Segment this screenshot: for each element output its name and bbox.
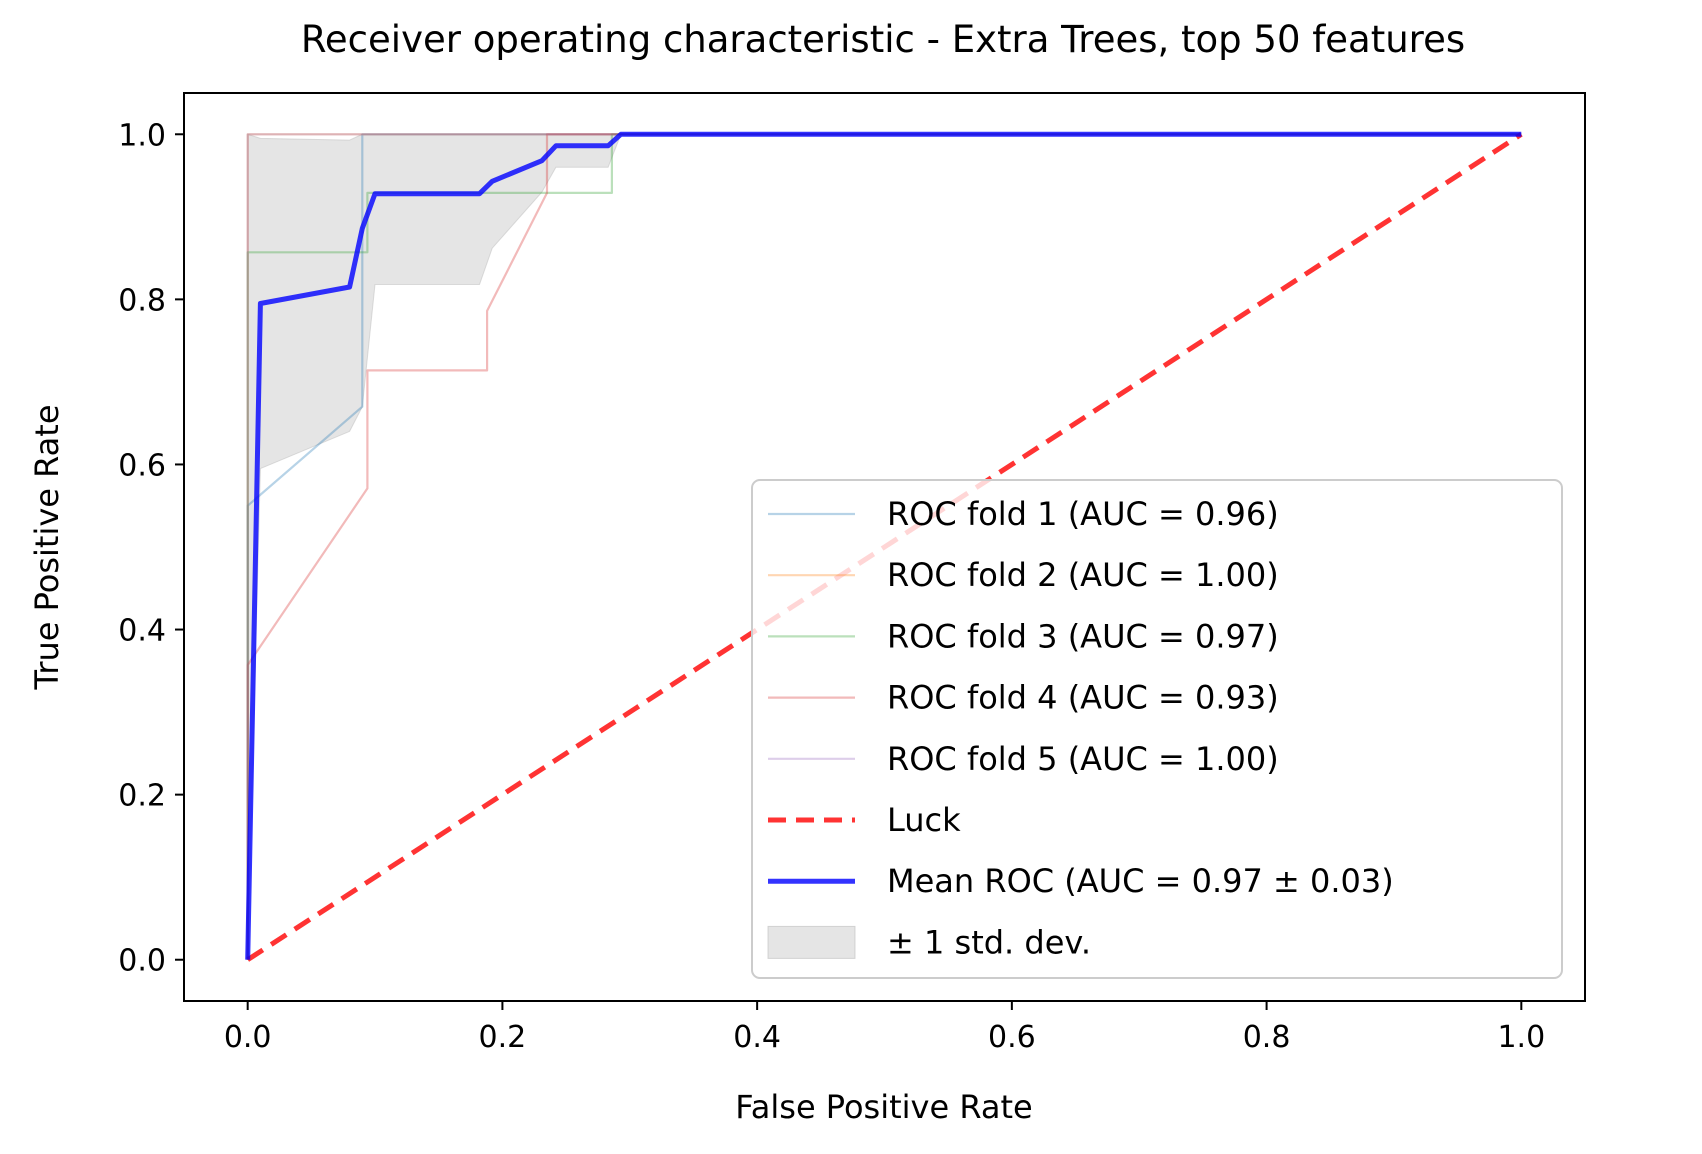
legend-swatch <box>767 925 856 959</box>
chart-title: Receiver operating characteristic - Extr… <box>301 18 1465 61</box>
legend-label: ROC fold 5 (AUC = 1.00) <box>887 740 1279 778</box>
y-tick-label: 0.4 <box>118 614 166 649</box>
legend-box <box>751 479 1563 979</box>
x-axis-label: False Positive Rate <box>735 1088 1032 1126</box>
y-tick-label: 1.0 <box>118 118 166 153</box>
legend-label: ROC fold 1 (AUC = 0.96) <box>887 495 1279 533</box>
legend-item-luck: Luck <box>768 801 961 839</box>
y-tick-label: 0.2 <box>118 779 166 814</box>
y-tick-label: 0.0 <box>118 944 166 979</box>
legend-label: Mean ROC (AUC = 0.97 ± 0.03) <box>887 862 1394 900</box>
legend-label: ROC fold 3 (AUC = 0.97) <box>887 617 1279 655</box>
x-axis-ticks: 0.0 0.2 0.4 0.6 0.8 1.0 <box>224 1001 1545 1055</box>
x-tick-label: 0.6 <box>988 1020 1036 1055</box>
x-tick-label: 0.8 <box>1243 1020 1291 1055</box>
legend-item-roc-fold-2-auc-1-00: ROC fold 2 (AUC = 1.00) <box>768 556 1279 594</box>
legend: ROC fold 1 (AUC = 0.96) ROC fold 2 (AUC =… <box>751 479 1563 979</box>
x-tick-label: 1.0 <box>1497 1020 1545 1055</box>
legend-item-roc-fold-3-auc-0-97: ROC fold 3 (AUC = 0.97) <box>768 617 1279 655</box>
plot-frame <box>183 92 1586 1002</box>
x-tick-label: 0.4 <box>733 1020 781 1055</box>
x-tick-label: 0.0 <box>224 1020 272 1055</box>
legend-label: ± 1 std. dev. <box>887 923 1091 961</box>
legend-item-mean-roc-auc-0-97-0-03: Mean ROC (AUC = 0.97 ± 0.03) <box>768 862 1394 900</box>
legend-label: ROC fold 2 (AUC = 1.00) <box>887 556 1279 594</box>
legend-items: ROC fold 1 (AUC = 0.96) ROC fold 2 (AUC =… <box>767 495 1394 961</box>
legend-label: ROC fold 4 (AUC = 0.93) <box>887 679 1279 717</box>
legend-label: Luck <box>887 801 961 839</box>
legend-item-roc-fold-1-auc-0-96: ROC fold 1 (AUC = 0.96) <box>768 495 1279 533</box>
y-tick-label: 0.6 <box>118 448 166 483</box>
y-axis-label: True Positive Rate <box>28 404 66 690</box>
legend-item-1-std-dev: ± 1 std. dev. <box>767 923 1091 961</box>
legend-item-roc-fold-5-auc-1-00: ROC fold 5 (AUC = 1.00) <box>768 740 1279 778</box>
series-line-7 <box>245 131 1522 960</box>
x-tick-label: 0.2 <box>479 1020 527 1055</box>
legend-item-roc-fold-4-auc-0-93: ROC fold 4 (AUC = 0.93) <box>768 679 1279 717</box>
y-tick-label: 0.8 <box>118 283 166 318</box>
y-axis-ticks: 0.0 0.2 0.4 0.6 0.8 1.0 <box>118 118 184 979</box>
series-line-1 <box>246 133 1522 960</box>
